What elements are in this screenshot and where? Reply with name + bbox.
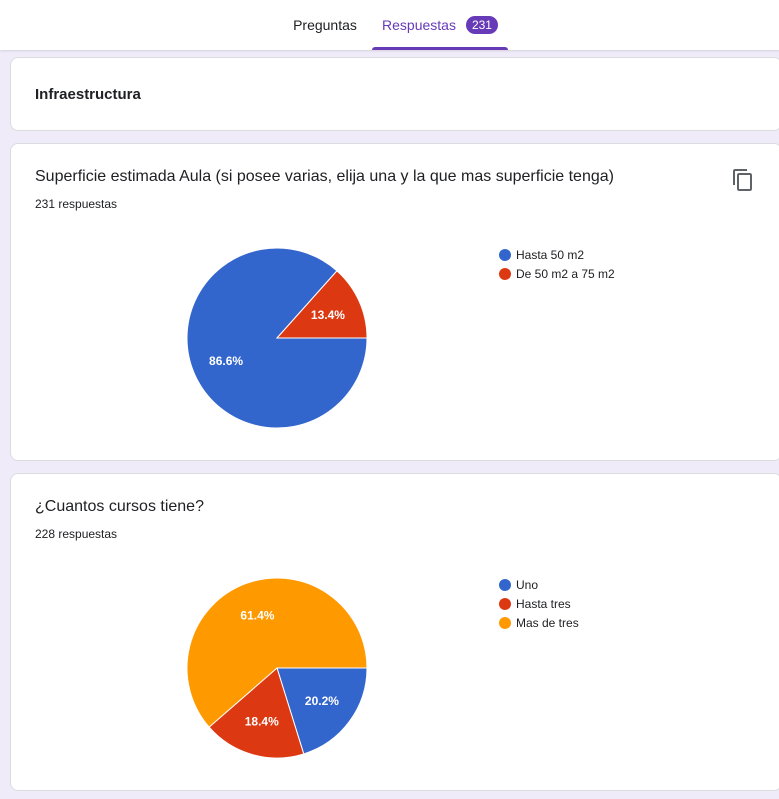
legend-label: Mas de tres xyxy=(516,615,579,630)
copy-icon[interactable] xyxy=(731,168,755,192)
pie-chart: 86.6% 13.4% xyxy=(186,247,368,429)
chart-legend: Uno Hasta tres Mas de tres xyxy=(499,575,579,632)
legend-swatch xyxy=(499,578,511,591)
legend-label: De 50 m2 a 75 m2 xyxy=(516,266,615,281)
top-tab-bar: Preguntas Respuestas 231 xyxy=(0,0,779,50)
legend-swatch xyxy=(499,616,511,629)
slice-label: 18.4% xyxy=(245,715,279,729)
question-title: Superficie estimada Aula (si posee varia… xyxy=(35,168,614,185)
question-title: ¿Cuantos cursos tiene? xyxy=(35,498,204,515)
legend-swatch xyxy=(499,267,511,280)
legend-item: Hasta 50 m2 xyxy=(499,245,615,264)
legend-swatch xyxy=(499,597,511,610)
pie-slice[interactable] xyxy=(275,270,368,339)
responses-count-badge: 231 xyxy=(465,16,498,34)
section-title: Infraestructura xyxy=(35,86,141,103)
legend-item: Uno xyxy=(499,575,579,594)
legend-label: Hasta 50 m2 xyxy=(516,247,585,262)
pie-chart: 20.2% 18.4% 61.4% xyxy=(186,577,368,759)
question-card-2: ¿Cuantos cursos tiene? 228 respuestas 20… xyxy=(10,473,779,791)
pie-slice[interactable] xyxy=(208,667,305,759)
tab-questions[interactable]: Preguntas xyxy=(282,0,368,50)
legend-item: Hasta tres xyxy=(499,594,579,613)
legend-item: Mas de tres xyxy=(499,613,579,632)
pie-slice[interactable] xyxy=(186,577,368,728)
tab-responses[interactable]: Respuestas 231 xyxy=(372,0,508,50)
section-card: Infraestructura xyxy=(10,57,779,131)
response-count: 231 respuestas xyxy=(35,197,118,211)
legend-item: De 50 m2 a 75 m2 xyxy=(499,264,615,283)
pie-slice[interactable] xyxy=(276,667,368,755)
question-card-1: Superficie estimada Aula (si posee varia… xyxy=(10,143,779,461)
active-tab-indicator xyxy=(372,47,508,50)
legend-swatch xyxy=(499,248,511,261)
chart-legend: Hasta 50 m2 De 50 m2 a 75 m2 xyxy=(499,245,615,283)
tab-responses-label: Respuestas xyxy=(382,17,456,33)
legend-label: Hasta tres xyxy=(516,596,571,611)
slice-label: 20.2% xyxy=(305,694,339,708)
tab-questions-label: Preguntas xyxy=(293,17,357,33)
legend-label: Uno xyxy=(516,577,539,592)
slice-label: 86.6% xyxy=(209,354,243,368)
slice-label: 13.4% xyxy=(311,308,345,322)
slice-label: 61.4% xyxy=(240,609,274,623)
response-count: 228 respuestas xyxy=(35,527,118,541)
